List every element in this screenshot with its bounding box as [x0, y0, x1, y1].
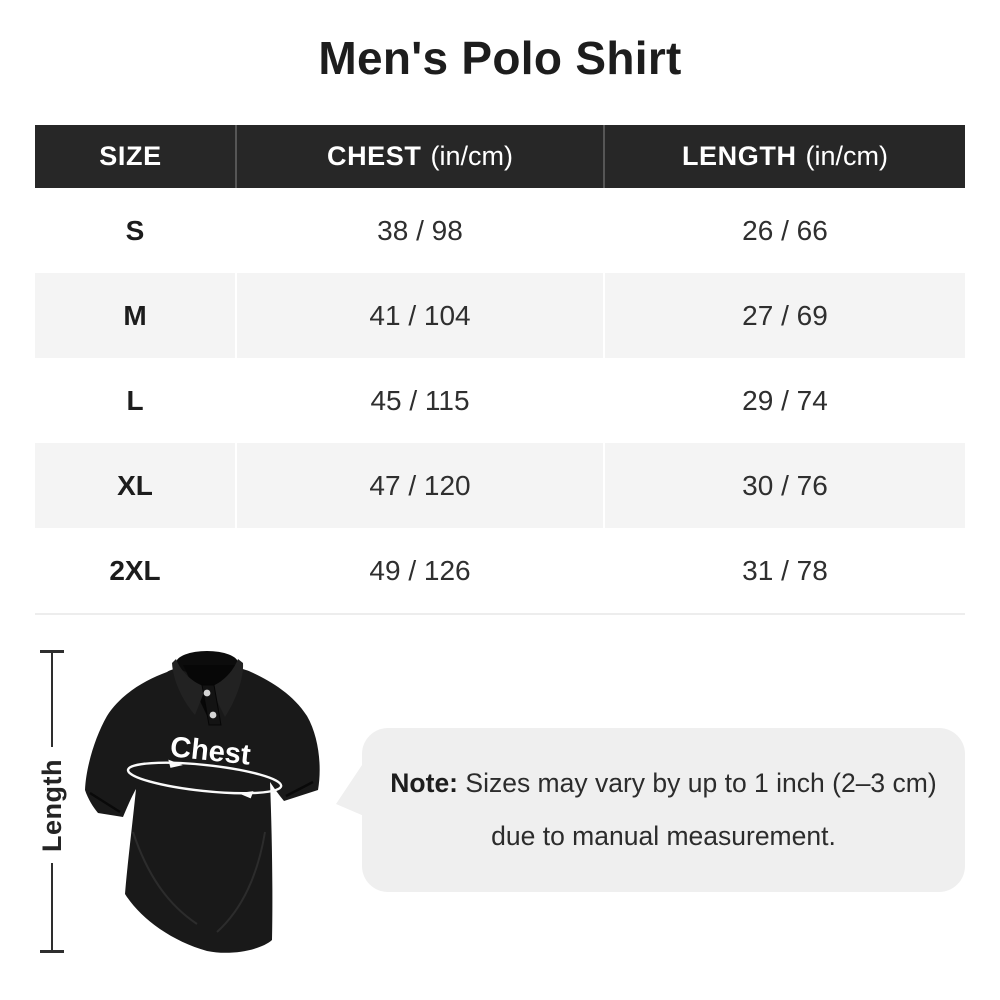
table-row-l: L 45 / 115 29 / 74 — [35, 358, 965, 443]
button — [203, 689, 211, 697]
table-row-xl: XL 47 / 120 30 / 76 — [35, 443, 965, 528]
note-bubble: Note: Sizes may vary by up to 1 inch (2–… — [362, 728, 965, 892]
chest-cell: 49 / 126 — [237, 528, 605, 613]
polo-shirt-illustration: Chest — [85, 651, 320, 953]
length-cell: 26 / 66 — [742, 214, 828, 246]
size-cell: S — [35, 188, 237, 273]
length-cell: 30 / 76 — [742, 469, 828, 501]
note-line-1: Note: Sizes may vary by up to 1 inch (2–… — [390, 757, 936, 810]
table-header-row: SIZE CHEST (in/cm) LENGTH (in/cm) — [35, 125, 965, 188]
chest-cell: 38 / 98 — [237, 188, 605, 273]
shirt-body — [85, 665, 320, 953]
header-cell-chest: CHEST (in/cm) — [237, 125, 605, 188]
sleeve-seam — [89, 791, 121, 814]
table-row-s: S 38 / 98 26 / 66 — [35, 188, 965, 273]
sleeve-seam — [285, 780, 314, 798]
length-cell: 27 / 69 — [742, 299, 828, 331]
shirt-fold — [132, 831, 198, 925]
header-unit: (in/cm) — [430, 141, 514, 171]
length-cell: 31 / 78 — [742, 554, 828, 586]
header-label: LENGTH — [681, 141, 797, 171]
size-cell: XL — [35, 443, 237, 528]
note-bubble-tail — [336, 762, 364, 816]
note-prefix: Note: — [390, 768, 459, 798]
shirt-fold — [216, 831, 266, 933]
header-cell-size: SIZE — [35, 125, 237, 188]
chest-cell: 47 / 120 — [237, 443, 605, 528]
collar-left-flap — [172, 659, 206, 715]
arrow-left-icon — [238, 791, 254, 799]
note-line-2: due to manual measurement. — [491, 821, 836, 851]
table-row-2xl: 2XL 49 / 126 31 / 78 — [35, 528, 965, 613]
header-cell-length: LENGTH (in/cm) — [605, 125, 965, 188]
header-unit: (in/cm) — [805, 141, 889, 171]
size-table: SIZE CHEST (in/cm) LENGTH (in/cm) S 38 / 9… — [35, 125, 965, 615]
arrow-right-icon — [168, 759, 183, 768]
length-line-bottom-cap — [40, 950, 64, 953]
length-line-upper-segment — [51, 650, 53, 747]
header-label: SIZE — [99, 141, 162, 171]
length-cell: 29 / 74 — [742, 384, 828, 416]
chest-cell: 45 / 115 — [237, 358, 605, 443]
length-line-lower-segment — [51, 863, 53, 952]
note-text: Sizes may vary by up to 1 inch (2–3 cm) — [465, 768, 937, 798]
size-cell: L — [35, 358, 237, 443]
button — [209, 711, 217, 719]
size-cell: M — [35, 273, 237, 358]
chest-cell: 41 / 104 — [237, 273, 605, 358]
table-row-m: M 41 / 104 27 / 69 — [35, 273, 965, 358]
size-cell: 2XL — [35, 528, 237, 613]
header-label: CHEST — [326, 141, 422, 171]
collar-right-flap — [210, 659, 244, 717]
page-title: Men's Polo Shirt — [318, 32, 682, 84]
chest-measure-ellipse — [126, 761, 283, 795]
